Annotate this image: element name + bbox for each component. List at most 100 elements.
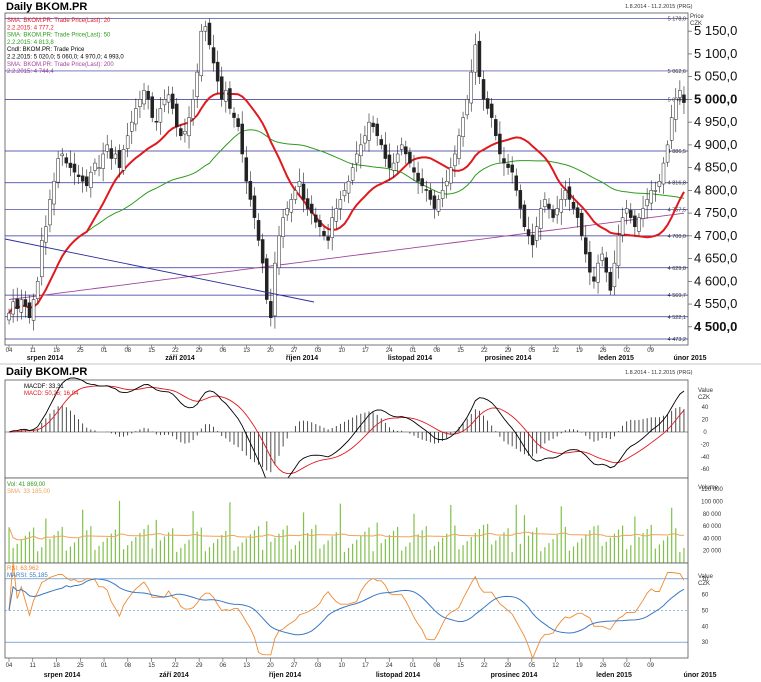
candle-body xyxy=(60,153,64,157)
candle-body xyxy=(424,189,429,191)
volume-y-tick-label: 60 000 xyxy=(703,524,722,530)
candle-body xyxy=(363,135,367,144)
macd-y-tick-label: 20 xyxy=(702,418,709,424)
price-y-tick-label: 4 950,0 xyxy=(694,114,737,129)
candle-body xyxy=(682,94,686,103)
x-day-label: 26 xyxy=(600,348,607,354)
x-day-label: 01 xyxy=(101,348,108,354)
candle-body xyxy=(248,181,253,200)
x-bottom-day-label: 22 xyxy=(481,663,488,669)
x-day-label: 03 xyxy=(315,348,322,354)
candle-body xyxy=(35,281,40,299)
bottom-x-axis: 04 11 18 25 01 08 15 22 29 06 13 20 27 03 10 17 24 01 08 15… xyxy=(6,658,717,679)
candle-body xyxy=(428,190,433,200)
x-bottom-day-label: 10 xyxy=(338,663,345,669)
price-legend-entry: SMA: BKOM.PR: Trade Price(Last): 50 xyxy=(7,33,111,39)
macd-y-tick-label: 40 xyxy=(702,405,709,411)
x-bottom-month-label: prosinec 2014 xyxy=(491,672,538,679)
x-bottom-day-label: 29 xyxy=(505,663,512,669)
x-day-label: 08 xyxy=(124,348,131,354)
rsi-line xyxy=(8,562,685,660)
candle-body xyxy=(48,199,52,226)
price-level-label: 4 816,8 xyxy=(668,181,686,187)
candle-body xyxy=(158,108,163,123)
x-day-label: 25 xyxy=(77,348,84,354)
candle-body xyxy=(130,121,134,132)
candle-body xyxy=(367,121,371,141)
candle-body xyxy=(207,22,212,46)
candle-body xyxy=(534,226,539,241)
price-y-tick-label: 4 750,0 xyxy=(694,205,737,220)
price-level-label: 5 178,0 xyxy=(668,16,686,22)
candle-body xyxy=(473,44,478,73)
x-bottom-month-label: leden 2015 xyxy=(596,672,632,679)
candle-body xyxy=(150,96,154,118)
candle-body xyxy=(379,139,384,146)
candle-body xyxy=(191,99,195,119)
candle-body xyxy=(183,130,187,135)
candle-body xyxy=(637,217,641,232)
candle-body xyxy=(162,99,167,106)
candle-body xyxy=(305,198,310,209)
candle-body xyxy=(436,199,441,212)
candle-body xyxy=(314,214,318,223)
x-bottom-day-label: 05 xyxy=(528,663,535,669)
rsi-y-tick-label: 60 xyxy=(702,593,709,599)
candle-body xyxy=(432,195,437,209)
candle-body xyxy=(52,181,56,205)
x-bottom-day-label: 09 xyxy=(647,663,654,669)
candle-body xyxy=(575,207,580,218)
x-bottom-day-label: 11 xyxy=(30,663,37,669)
candle-body xyxy=(224,90,228,102)
x-bottom-day-label: 03 xyxy=(315,663,322,669)
candle-body xyxy=(44,226,48,243)
candle-body xyxy=(101,153,105,169)
x-bottom-day-label: 01 xyxy=(101,663,108,669)
candle-body xyxy=(457,135,461,159)
candle-body xyxy=(236,118,240,127)
candle-body xyxy=(539,208,543,229)
candle-body xyxy=(330,217,334,238)
candle-body xyxy=(629,210,633,218)
volume-y-tick-label: 40 000 xyxy=(703,536,722,542)
x-day-label: 18 xyxy=(53,348,60,354)
price-level-label: 4 757,5 xyxy=(668,208,686,214)
trend-line xyxy=(4,238,315,303)
price-legend-entry: SMA: BKOM.PR: Trade Price(Last): 200 xyxy=(7,62,114,68)
candle-body xyxy=(522,204,527,228)
rsi-ma-line xyxy=(8,578,685,636)
candle-body xyxy=(252,195,257,218)
candle-body xyxy=(203,26,208,32)
candle-body xyxy=(301,183,306,200)
x-bottom-day-label: 24 xyxy=(386,663,393,669)
price-y-tick-label: 4 900,0 xyxy=(694,137,737,152)
candle-body xyxy=(408,151,412,164)
candle-body xyxy=(289,199,294,213)
candle-body xyxy=(93,162,97,171)
x-bottom-day-label: 06 xyxy=(220,663,227,669)
rsi-y-tick-label: 50 xyxy=(702,609,709,615)
x-day-label: 29 xyxy=(196,348,203,354)
candle-body xyxy=(579,212,584,237)
price-unit-label: Price xyxy=(690,14,704,20)
candle-body xyxy=(11,301,15,315)
macd-currency-label: CZK xyxy=(698,395,710,401)
candle-body xyxy=(85,176,89,187)
price-y-tick-label: 4 800,0 xyxy=(694,182,737,197)
candle-body xyxy=(187,117,191,137)
x-day-label: 29 xyxy=(505,348,512,354)
candle-body xyxy=(15,298,19,309)
x-day-label: 20 xyxy=(267,348,274,354)
candle-body xyxy=(277,235,281,268)
candle-body xyxy=(453,153,457,167)
price-level-label: 4 629,8 xyxy=(668,266,686,272)
candle-body xyxy=(555,208,559,216)
price-legend-entry: Cndl: BKOM.PR: Trade Price xyxy=(7,47,85,53)
price-x-axis: 04 11 18 25 01 08 15 22 29 06 13 20 27 03 10 17 24 01 08 15… xyxy=(6,345,707,362)
x-day-label: 15 xyxy=(457,348,464,354)
candle-body xyxy=(260,239,265,264)
candle-body xyxy=(179,128,183,137)
price-y-tick-label: 4 850,0 xyxy=(694,160,737,175)
